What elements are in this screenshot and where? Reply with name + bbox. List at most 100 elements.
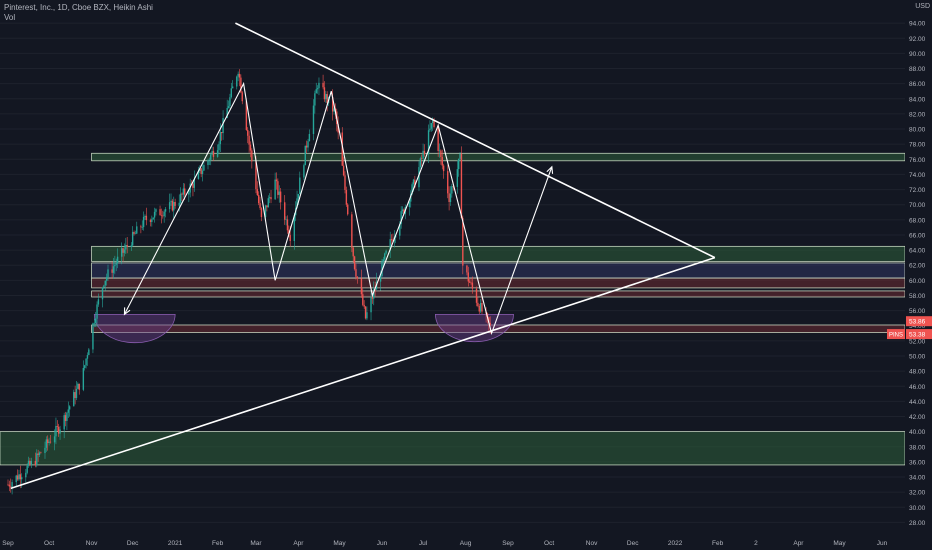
candle-body [431,120,434,124]
candle-body [231,86,234,89]
price-labels: 53.86 53.38 PINS [887,316,932,340]
price-tick: 52.00 [909,338,926,345]
time-tick: Mar [250,540,262,547]
candle-body [293,215,296,241]
candle-body [457,158,460,170]
candle-body [37,453,39,455]
candle-body [229,97,231,107]
zone-green [0,431,906,466]
price-axis[interactable]: 94.00 92.00 90.00 88.00 86.00 84.00 82.00 80.00… [905,0,932,550]
candle-body [216,150,219,157]
candle-body [418,167,420,188]
candle-body [356,276,359,279]
candle-body [64,415,67,421]
candle-body [277,181,279,195]
price-tick: 28.00 [909,520,926,527]
price-tick: 60.00 [909,278,926,285]
candle-body [429,128,431,131]
candle-body [184,188,186,195]
price-tick: 80.00 [909,127,926,134]
candle-body [352,247,354,257]
candle-body [49,441,52,443]
zone-red [91,277,906,289]
price-tick: 68.00 [909,217,926,224]
candle-body [366,312,368,319]
candle-body [34,460,37,466]
candle-body [103,285,105,288]
price-tick: 76.00 [909,157,926,164]
candle-body [210,154,212,160]
candle-body [116,256,119,264]
candle-body [299,177,301,194]
candle-body [297,193,300,199]
candle-body [107,269,109,278]
candle-body [152,217,154,220]
candle-body [308,133,311,142]
price-tick: 78.00 [909,142,926,149]
candle-body [399,224,401,236]
candle-body [259,203,261,209]
candle-body [448,193,450,202]
candle-body [462,218,464,266]
candle-body [331,96,334,112]
candle-body [470,282,472,284]
candle-body [441,156,443,166]
arrow-head-left [123,307,131,316]
candle-body [379,276,382,282]
time-tick: Dec [627,540,639,547]
candle-body [162,215,164,217]
candle-body [305,145,308,148]
candle-body [115,263,117,265]
candle-body [266,205,268,208]
price-tick: 54.00 [909,323,926,330]
candle-body [427,130,430,155]
candle-body [44,447,46,454]
candle-body [414,179,416,188]
candle-body [55,425,57,437]
last-price-marker: 53.38 [909,332,926,339]
price-tick: 40.00 [909,429,926,436]
candle-body [249,144,252,151]
candle-body [267,198,269,208]
candle-body [145,215,148,221]
candle-body [63,415,65,430]
candle-body [181,193,183,195]
time-tick: Nov [86,540,98,547]
price-tick: 90.00 [909,51,926,58]
candle-body [170,200,172,203]
time-axis[interactable]: Sep Oct Nov Dec 2021 Feb Mar Apr May Jun Jul Aug Sep… [2,540,887,547]
price-tick: 50.00 [909,354,926,361]
candle-body [20,477,23,480]
candle-body [410,193,412,202]
candle-body [245,101,248,130]
candle-body [257,195,260,204]
candle-body [136,226,138,234]
candle-body [96,304,98,319]
candle-body [278,191,280,195]
candle-body [479,302,482,312]
candle-body [286,219,289,231]
candle-body [208,159,211,161]
candle-body [133,232,135,234]
candle-body [270,197,272,200]
candle-body [11,482,13,488]
price-tick: 38.00 [909,444,926,451]
time-tick: Apr [293,540,304,547]
candle-body [114,264,116,267]
candle-body [126,245,128,247]
candle-body [84,365,86,368]
candle-body [438,150,441,152]
candle-body [57,426,60,434]
zone-red [91,290,906,298]
candle-body [125,245,127,250]
price-tick: 48.00 [909,369,926,376]
candle-body [408,201,411,208]
candle-body [284,202,286,220]
candle-body [101,287,104,300]
price-tick: 36.00 [909,459,926,466]
candle-body [449,193,452,202]
projection-path [123,81,553,336]
candle-body [222,118,224,134]
candle-body [268,197,271,199]
